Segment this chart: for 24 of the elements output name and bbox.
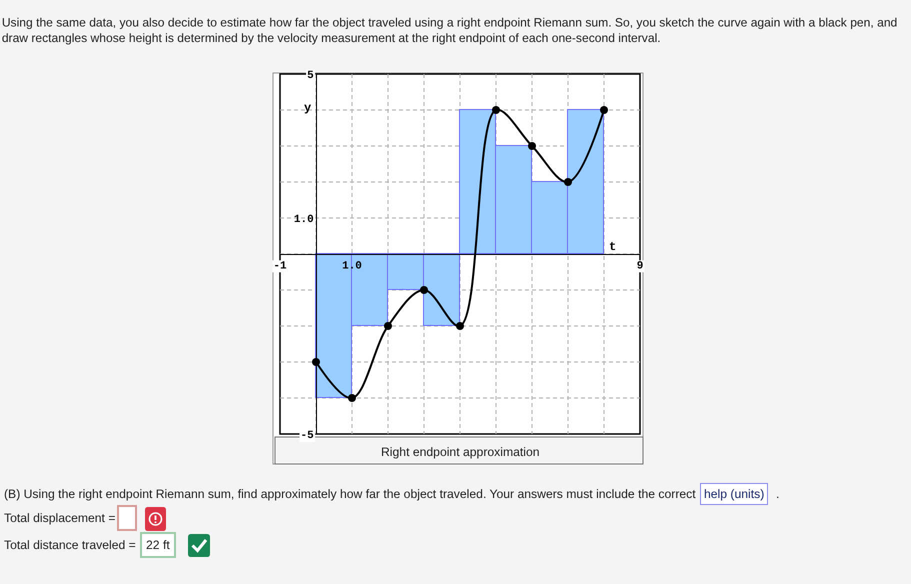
text: Total distance traveled = [4, 538, 136, 552]
text: 22 ft [146, 538, 170, 552]
point [492, 106, 500, 114]
point [564, 178, 572, 186]
point [348, 394, 356, 402]
point [384, 322, 392, 330]
point [600, 106, 608, 114]
x-tick-label: 1.0 [342, 260, 362, 272]
y-tick-label: -5 [300, 430, 314, 442]
y-tick-label: 1.0 [294, 214, 314, 226]
text: Right endpoint approximation [381, 445, 540, 459]
text: (B) Using the right endpoint Riemann sum, find approximately how far the object traveled. Your answers must include the correct [4, 487, 696, 501]
text: help (units) [704, 487, 764, 501]
x-tick-label: -1 [273, 260, 287, 272]
chart-title: Using the same data, you also decide to estimate how far the object traveled using a right endpoint Riemann sum. So, you sketch the curve again with a black pen, and draw rectangles whose height is determined by the velocity measurement at the right endpoint of each one-second interval. [2, 15, 898, 46]
point [456, 322, 464, 330]
point [420, 286, 428, 294]
x-axis-title: t [609, 240, 616, 254]
point [528, 142, 536, 150]
text: Total displacement = [4, 511, 116, 525]
x-tick-label: 9 [636, 260, 644, 272]
text: . [776, 487, 780, 501]
y-tick-label: 5 [307, 70, 314, 82]
y-axis-title: y [304, 101, 312, 115]
